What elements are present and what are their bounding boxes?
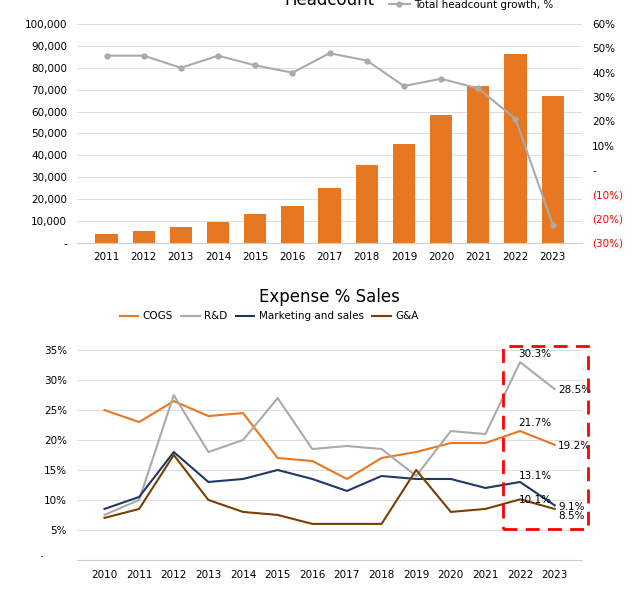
Text: 21.7%: 21.7% (518, 418, 552, 428)
Bar (504, 54, 527, 243)
Text: 10.1%: 10.1% (518, 495, 551, 504)
Title: Headcount: Headcount (285, 0, 374, 8)
Bar (430, 115, 452, 243)
Bar (207, 222, 229, 243)
Text: 30.3%: 30.3% (518, 349, 551, 359)
Bar (244, 214, 266, 243)
Bar (95, 234, 118, 243)
Bar (356, 165, 378, 243)
Text: 13.1%: 13.1% (518, 471, 552, 481)
Bar (132, 231, 155, 243)
Text: 9.1%: 9.1% (558, 501, 585, 512)
Text: 19.2%: 19.2% (558, 441, 591, 451)
Text: 8.5%: 8.5% (558, 511, 585, 521)
Text: .: . (40, 547, 44, 560)
Bar (281, 206, 303, 243)
Bar (393, 144, 415, 243)
Title: Expense % Sales: Expense % Sales (259, 288, 400, 306)
Bar (541, 96, 564, 243)
Bar (319, 188, 340, 243)
Bar (467, 87, 490, 243)
Text: 28.5%: 28.5% (558, 385, 591, 396)
Bar (170, 228, 192, 243)
Legend: COGS, R&D, Marketing and sales, G&A: COGS, R&D, Marketing and sales, G&A (115, 307, 422, 325)
Legend: Total headcount growth, %: Total headcount growth, % (385, 0, 557, 14)
